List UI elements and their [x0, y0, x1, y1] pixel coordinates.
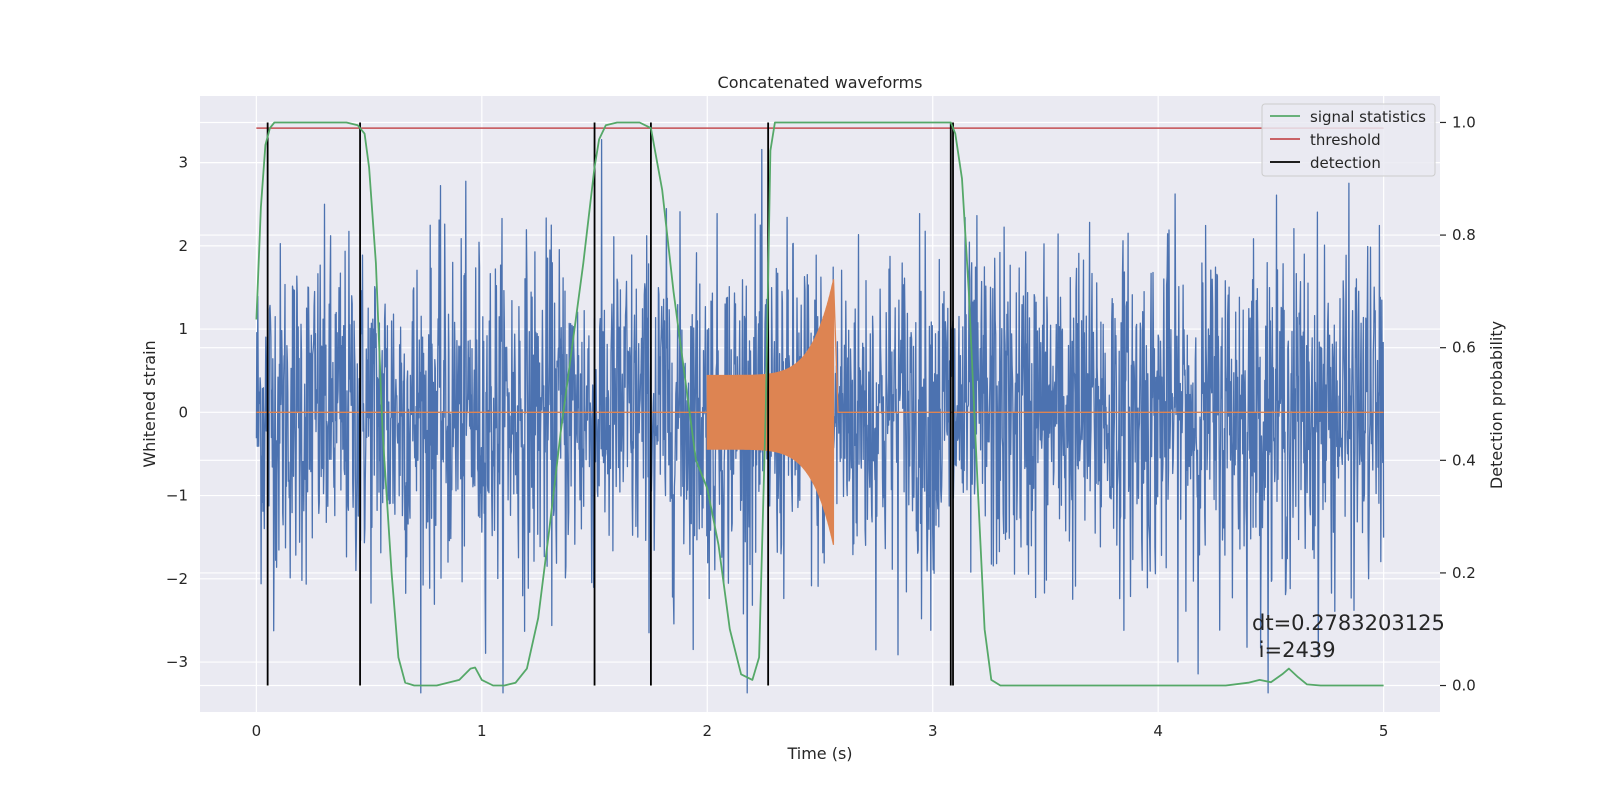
y2-tick-label-1: 0.2 — [1452, 564, 1476, 582]
legend-label-signal-statistics: signal statistics — [1310, 108, 1426, 126]
y-tick-label-1: −2 — [166, 570, 188, 588]
legend-box — [1261, 103, 1436, 177]
dt-annotation: dt=0.2783203125 — [1252, 611, 1445, 635]
x-tick-label-4: 4 — [1153, 722, 1163, 740]
injected-chirp-line — [256, 279, 1384, 545]
y2-tick-label-2: 0.4 — [1452, 451, 1476, 469]
legend-label-threshold: threshold — [1310, 131, 1381, 149]
y-axis-ticks: −3 −2 −1 0 1 2 3 — [166, 154, 188, 671]
legend: signal statistics threshold detection — [1261, 103, 1436, 177]
x-tick-label-5: 5 — [1379, 722, 1389, 740]
detection-lines — [266, 122, 954, 686]
y-tick-label-0: −3 — [166, 653, 188, 671]
y-tick-label-6: 3 — [178, 154, 188, 172]
y-tick-label-2: −1 — [166, 487, 188, 505]
chart-title: Concatenated waveforms — [718, 73, 923, 92]
y2-axis-label: Detection probability — [1487, 321, 1506, 489]
y-tick-label-3: 0 — [178, 403, 188, 421]
y-axis-label: Whitened strain — [140, 340, 159, 467]
y2-tick-label-3: 0.6 — [1452, 339, 1476, 357]
y2-tick-label-0: 0.0 — [1452, 677, 1476, 695]
injected-chirp-series — [256, 279, 1384, 545]
y-tick-label-5: 2 — [178, 237, 188, 255]
y-tick-label-4: 1 — [178, 320, 188, 338]
index-annotation: i=2439 — [1252, 638, 1336, 662]
signal-statistics-line — [255, 121, 1384, 687]
x-tick-label-0: 0 — [252, 722, 262, 740]
legend-label-detection: detection — [1310, 154, 1381, 172]
x-axis-label: Time (s) — [786, 744, 852, 763]
y2-axis-ticks: 0.0 0.2 0.4 0.6 0.8 1.0 — [1440, 113, 1476, 695]
x-tick-label-1: 1 — [477, 722, 487, 740]
x-tick-label-2: 2 — [702, 722, 712, 740]
y2-tick-label-5: 1.0 — [1452, 113, 1476, 131]
x-tick-label-3: 3 — [928, 722, 938, 740]
y2-tick-label-4: 0.8 — [1452, 226, 1476, 244]
x-axis-ticks: 0 1 2 3 4 5 — [252, 722, 1389, 740]
signal-statistics-series — [255, 121, 1384, 687]
